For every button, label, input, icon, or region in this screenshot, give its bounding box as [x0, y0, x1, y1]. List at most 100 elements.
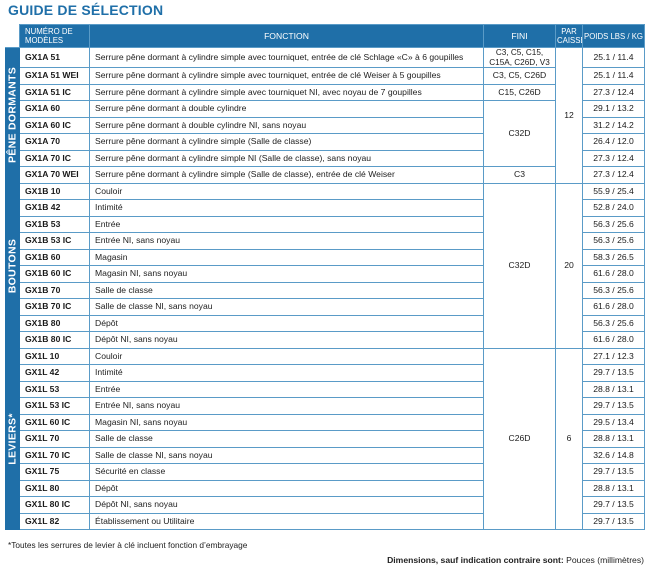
function-cell: Entrée	[89, 215, 484, 233]
function-cell: Couloir	[89, 347, 484, 365]
function-cell: Serrure pêne dormant à cylindre simple a…	[89, 67, 484, 85]
model-cell: GX1L 60 IC	[19, 413, 90, 431]
function-cell: Intimité	[89, 199, 484, 217]
model-cell: GX1L 80 IC	[19, 496, 90, 514]
finish-cell: C26D	[483, 347, 556, 530]
table-row: GX1A 60 Serrure pêne dormant à double cy…	[6, 100, 645, 167]
function-cell: Salle de classe	[89, 430, 484, 448]
function-cell: Salle de classe	[89, 281, 484, 299]
model-cell: GX1B 70 IC	[19, 298, 90, 316]
weight-cell: 27.1 / 12.3	[582, 347, 645, 365]
function-cell: Intimité	[89, 364, 484, 382]
function-cell: Salle de classe NI, sans noyau	[89, 446, 484, 464]
function-cell: Dépôt	[89, 479, 484, 497]
per-case-cell: 12	[555, 47, 583, 184]
table-row: GX1L 70 Salle de classe 28.8 / 13.1	[6, 430, 645, 448]
weight-cell: 52.8 / 24.0	[582, 199, 645, 217]
weight-cell: 27.3 / 12.4	[582, 83, 645, 101]
model-cell: GX1B 53	[19, 215, 90, 233]
category-boutons: BOUTONS	[5, 182, 20, 349]
header-fonction: FONCTION	[89, 24, 484, 48]
table-row: GX1A 70 IC Serrure pêne dormant à cylind…	[6, 149, 645, 167]
category-label: BOUTONS	[6, 238, 19, 293]
function-cell: Couloir	[89, 182, 484, 200]
finish-cell: C3	[483, 166, 556, 184]
weight-cell: 26.4 / 12.0	[582, 133, 645, 151]
function-cell: Serrure pêne dormant à cylindre simple a…	[89, 47, 484, 68]
weight-cell: 56.3 / 25.6	[582, 215, 645, 233]
model-cell: GX1B 70	[19, 281, 90, 299]
function-cell: Dépôt NI, sans noyau	[89, 496, 484, 514]
header-caisse: PAR CAISSE	[555, 24, 583, 48]
model-cell: GX1A 51	[19, 47, 90, 68]
model-cell: GX1A 60	[19, 100, 90, 118]
weight-cell: 29.7 / 13.5	[582, 364, 645, 382]
category-leviers: LEVIERS*	[5, 347, 20, 530]
header-poids: POIDS LBS / KG	[582, 24, 645, 48]
weight-cell: 29.7 / 13.5	[582, 463, 645, 481]
function-cell: Serrure pêne dormant à cylindre simple (…	[89, 133, 484, 151]
finish-cell: C3, C5, C15, C15A, C26D, V3	[483, 47, 556, 68]
weight-cell: 61.6 / 28.0	[582, 265, 645, 283]
weight-cell: 56.3 / 25.6	[582, 232, 645, 250]
header-spacer	[5, 24, 20, 48]
model-cell: GX1A 51 IC	[19, 83, 90, 101]
model-cell: GX1L 70 IC	[19, 446, 90, 464]
model-cell: GX1L 75	[19, 463, 90, 481]
function-cell: Magasin NI, sans noyau	[89, 413, 484, 431]
selection-table: NUMÉRO DE MODÈLES FONCTION FINI PAR CAIS…	[5, 24, 645, 530]
dimensions-label: Dimensions, sauf indication contraire so…	[387, 555, 564, 565]
weight-cell: 28.8 / 13.1	[582, 380, 645, 398]
function-cell: Dépôt	[89, 314, 484, 332]
table-row: GX1L 82 Établissement ou Utilitaire 29.7…	[6, 512, 645, 530]
function-cell: Serrure pêne dormant à cylindre simple a…	[89, 83, 484, 101]
header-model: NUMÉRO DE MODÈLES	[19, 24, 90, 48]
model-cell: GX1A 70 WEI	[19, 166, 90, 184]
model-cell: GX1L 10	[19, 347, 90, 365]
table-row: GX1B 42 Intimité 52.8 / 24.0	[6, 199, 645, 217]
function-cell: Établissement ou Utilitaire	[89, 512, 484, 530]
function-cell: Magasin	[89, 248, 484, 266]
table-row: GX1L 80 IC Dépôt NI, sans noyau 29.7 / 1…	[6, 496, 645, 514]
finish-cell: C32D	[483, 182, 556, 349]
weight-cell: 56.3 / 25.6	[582, 281, 645, 299]
finish-cell: C3, C5, C26D	[483, 67, 556, 85]
table-row: GX1A 51 WEI Serrure pêne dormant à cylin…	[6, 67, 645, 85]
table-row: GX1A 70 WEI Serrure pêne dormant à cylin…	[6, 166, 645, 184]
table-row: BOUTONS GX1B 10 Couloir C32D 20 55.9 / 2…	[5, 182, 645, 349]
table-row: GX1L 60 IC Magasin NI, sans noyau 29.5 /…	[6, 413, 645, 431]
weight-cell: 29.7 / 13.5	[582, 397, 645, 415]
weight-cell: 29.7 / 13.5	[582, 512, 645, 530]
model-cell: GX1L 42	[19, 364, 90, 382]
model-cell: GX1A 70	[19, 133, 90, 151]
model-cell: GX1B 80	[19, 314, 90, 332]
weight-cell: 29.1 / 13.2	[582, 100, 645, 118]
function-cell: Serrure pêne dormant à double cylindre N…	[89, 116, 484, 134]
weight-cell: 28.8 / 13.1	[582, 430, 645, 448]
table-row: GX1B 60 IC Magasin NI, sans noyau 61.6 /…	[6, 265, 645, 283]
weight-cell: 58.3 / 26.5	[582, 248, 645, 266]
table-row: GX1B 70 IC Salle de classe NI, sans noya…	[6, 298, 645, 316]
function-cell: Serrure pêne dormant à double cylindre	[89, 100, 484, 118]
model-cell: GX1B 80 IC	[19, 331, 90, 349]
model-cell: GX1B 10	[19, 182, 90, 200]
function-cell: Entrée	[89, 380, 484, 398]
weight-cell: 31.2 / 14.2	[582, 116, 645, 134]
category-label: LEVIERS*	[6, 413, 19, 465]
finish-cell: C15, C26D	[483, 83, 556, 101]
model-cell: GX1L 53 IC	[19, 397, 90, 415]
weight-cell: 27.3 / 12.4	[582, 149, 645, 167]
model-cell: GX1B 42	[19, 199, 90, 217]
table-row: PÊNE DORMANTS GX1A 51 Serrure pêne dorma…	[5, 47, 645, 184]
dimensions-value: Pouces (millimètres)	[566, 555, 644, 565]
model-cell: GX1B 53 IC	[19, 232, 90, 250]
function-cell: Magasin NI, sans noyau	[89, 265, 484, 283]
function-cell: Serrure pêne dormant à cylindre simple (…	[89, 166, 484, 184]
weight-cell: 55.9 / 25.4	[582, 182, 645, 200]
table-row: GX1A 60 IC Serrure pêne dormant à double…	[6, 116, 645, 134]
weight-cell: 32.6 / 14.8	[582, 446, 645, 464]
category-pene-dormants: PÊNE DORMANTS	[5, 47, 20, 184]
weight-cell: 29.5 / 13.4	[582, 413, 645, 431]
model-cell: GX1L 82	[19, 512, 90, 530]
category-label: PÊNE DORMANTS	[6, 67, 19, 164]
